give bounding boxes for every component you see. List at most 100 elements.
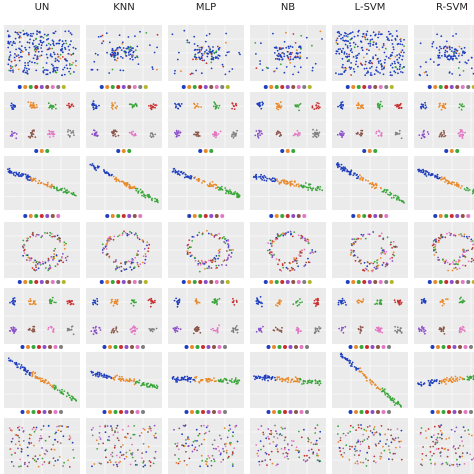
point bbox=[112, 434, 115, 436]
point bbox=[111, 451, 114, 454]
point bbox=[42, 37, 45, 39]
point bbox=[143, 248, 146, 250]
point bbox=[400, 37, 402, 40]
point bbox=[129, 463, 132, 466]
point bbox=[291, 235, 294, 238]
point bbox=[280, 269, 283, 272]
point bbox=[314, 379, 317, 382]
point bbox=[125, 47, 128, 50]
point bbox=[113, 378, 116, 381]
point bbox=[295, 257, 298, 260]
point bbox=[343, 52, 346, 55]
point bbox=[296, 380, 299, 383]
legend-dot bbox=[307, 85, 312, 89]
point bbox=[188, 41, 191, 44]
point bbox=[187, 380, 189, 382]
point bbox=[366, 265, 369, 268]
point bbox=[113, 235, 116, 238]
point bbox=[136, 45, 139, 48]
point bbox=[53, 388, 56, 391]
point bbox=[349, 173, 352, 176]
point bbox=[444, 134, 447, 137]
point bbox=[290, 232, 292, 235]
point bbox=[450, 380, 453, 383]
point bbox=[260, 42, 262, 45]
legend-dot bbox=[99, 280, 104, 284]
legend-dot bbox=[466, 85, 471, 89]
point bbox=[391, 66, 394, 69]
point bbox=[342, 166, 345, 169]
point bbox=[51, 39, 54, 42]
point bbox=[259, 63, 261, 65]
point bbox=[267, 242, 270, 245]
point bbox=[203, 59, 206, 62]
point bbox=[47, 133, 49, 136]
point bbox=[20, 45, 23, 47]
point bbox=[66, 189, 69, 192]
panel bbox=[332, 149, 408, 210]
point bbox=[344, 301, 347, 304]
point bbox=[96, 373, 99, 376]
legend-dot bbox=[444, 280, 449, 284]
point bbox=[11, 130, 13, 133]
point bbox=[190, 177, 192, 180]
point bbox=[344, 357, 346, 359]
point bbox=[369, 60, 372, 62]
point bbox=[211, 379, 214, 381]
point bbox=[203, 263, 206, 265]
point bbox=[47, 259, 50, 262]
point bbox=[23, 243, 25, 246]
point bbox=[156, 68, 158, 71]
point bbox=[32, 179, 35, 182]
point bbox=[101, 34, 104, 37]
legend-dot bbox=[135, 345, 140, 349]
point bbox=[344, 43, 347, 46]
point bbox=[370, 65, 373, 68]
point bbox=[218, 297, 221, 300]
point bbox=[97, 375, 100, 378]
legend-dot bbox=[28, 214, 33, 218]
point bbox=[133, 133, 136, 136]
point bbox=[458, 74, 461, 76]
point bbox=[106, 461, 109, 464]
point bbox=[231, 301, 234, 303]
legend-dot bbox=[56, 280, 61, 284]
point bbox=[363, 374, 366, 376]
point bbox=[447, 269, 449, 272]
point bbox=[236, 379, 239, 382]
point bbox=[131, 452, 134, 454]
point bbox=[18, 36, 21, 39]
point bbox=[14, 54, 17, 56]
point bbox=[288, 47, 290, 49]
point bbox=[220, 185, 223, 188]
point bbox=[287, 381, 289, 384]
point bbox=[127, 260, 130, 262]
point bbox=[424, 329, 427, 332]
point bbox=[106, 425, 109, 427]
point bbox=[57, 56, 59, 59]
point bbox=[41, 463, 44, 466]
point bbox=[56, 262, 59, 265]
point bbox=[315, 330, 317, 333]
point bbox=[431, 379, 433, 381]
point bbox=[40, 54, 43, 57]
point bbox=[146, 244, 148, 247]
point bbox=[214, 234, 217, 236]
point bbox=[113, 51, 116, 54]
legend-dot bbox=[376, 345, 380, 349]
point bbox=[20, 49, 23, 52]
point bbox=[425, 71, 427, 73]
point bbox=[101, 374, 103, 377]
point bbox=[182, 378, 185, 381]
point bbox=[225, 259, 228, 261]
point bbox=[446, 377, 448, 379]
point bbox=[359, 300, 362, 303]
point bbox=[15, 137, 18, 140]
point bbox=[26, 254, 29, 257]
point bbox=[374, 34, 376, 37]
point bbox=[71, 325, 74, 328]
point bbox=[297, 329, 299, 332]
point bbox=[34, 455, 37, 458]
point bbox=[117, 439, 120, 442]
point bbox=[291, 51, 293, 54]
